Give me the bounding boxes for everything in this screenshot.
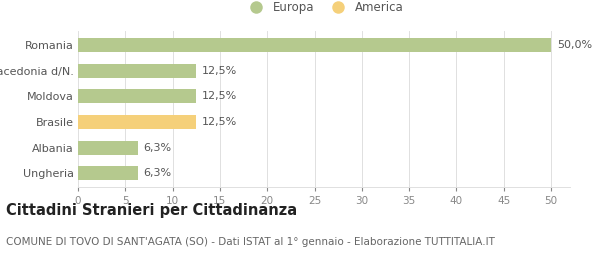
- Text: Cittadini Stranieri per Cittadinanza: Cittadini Stranieri per Cittadinanza: [6, 203, 297, 218]
- Bar: [78, 89, 196, 103]
- Bar: [78, 115, 196, 129]
- Bar: [78, 38, 551, 52]
- Text: 6,3%: 6,3%: [143, 168, 172, 178]
- Text: 12,5%: 12,5%: [202, 117, 237, 127]
- Text: 50,0%: 50,0%: [557, 40, 592, 50]
- Text: COMUNE DI TOVO DI SANT'AGATA (SO) - Dati ISTAT al 1° gennaio - Elaborazione TUTT: COMUNE DI TOVO DI SANT'AGATA (SO) - Dati…: [6, 237, 495, 246]
- Bar: [78, 64, 196, 78]
- Legend: Europa, America: Europa, America: [240, 0, 408, 19]
- Bar: [78, 140, 137, 154]
- Text: 12,5%: 12,5%: [202, 66, 237, 76]
- Bar: [78, 166, 137, 180]
- Text: 6,3%: 6,3%: [143, 142, 172, 153]
- Text: 12,5%: 12,5%: [202, 92, 237, 101]
